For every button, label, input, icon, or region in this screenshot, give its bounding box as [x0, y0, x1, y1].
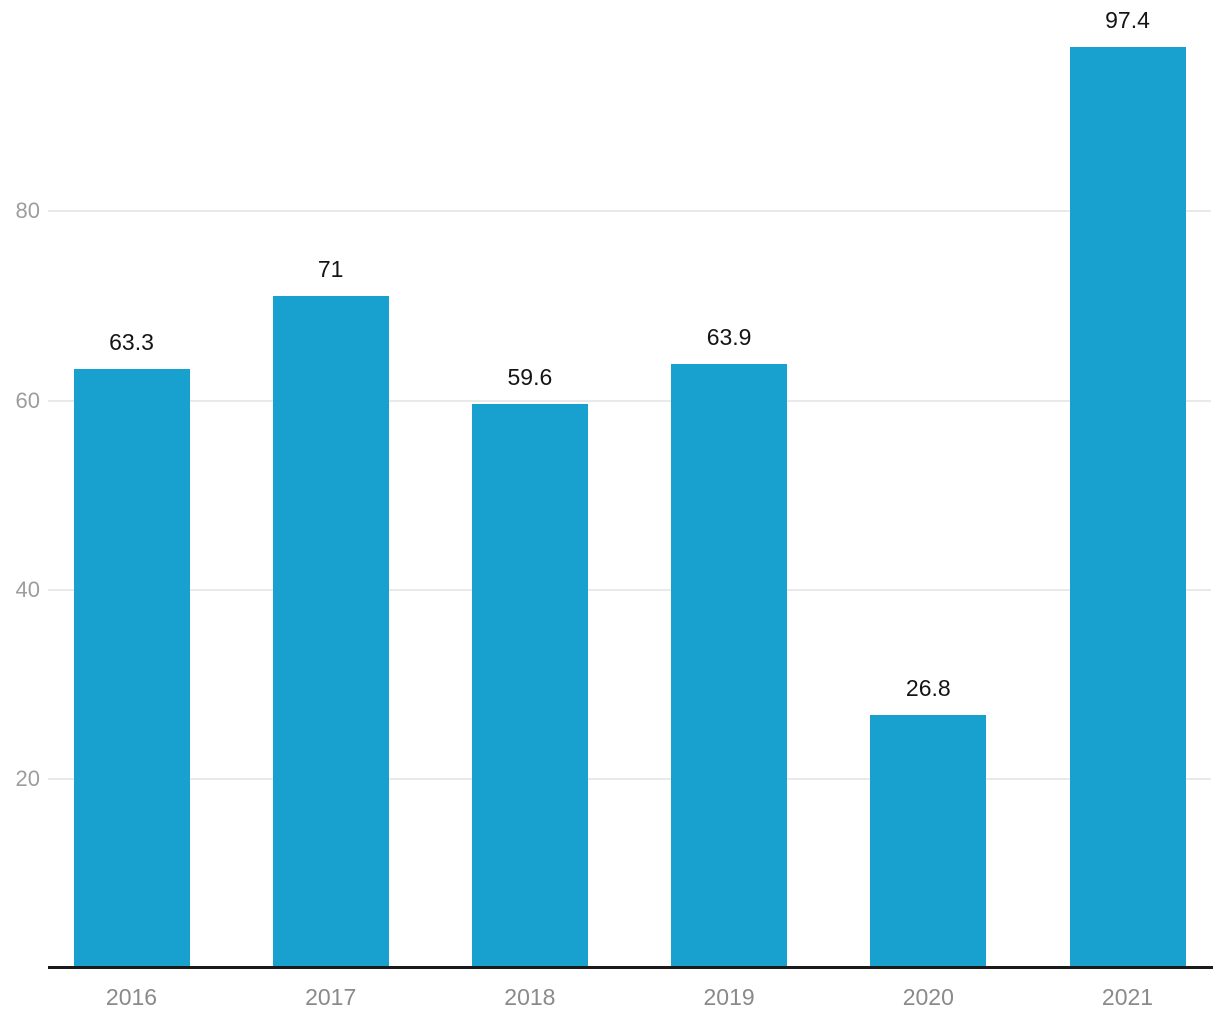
y-axis-tick-label: 20 [15, 766, 40, 792]
bar-value-label: 71 [317, 256, 344, 283]
bar-value-label: 59.6 [507, 364, 553, 391]
bar [272, 296, 389, 969]
x-axis-line [48, 966, 1213, 969]
y-axis-tick-label: 60 [15, 387, 40, 413]
bar-value-label: 26.8 [905, 674, 951, 701]
x-axis-tick-label: 2021 [1101, 984, 1154, 1010]
bar [1069, 46, 1186, 969]
y-axis-tick-label: 80 [15, 198, 40, 224]
x-axis-tick-label: 2016 [105, 984, 158, 1010]
bar [671, 363, 788, 969]
gridline [48, 399, 1211, 402]
gridline [48, 588, 1211, 591]
x-axis-tick-label: 2020 [902, 984, 954, 1010]
x-axis-tick-label: 2018 [504, 984, 556, 1010]
gridline [48, 210, 1211, 213]
bar-value-label: 63.3 [109, 329, 154, 356]
x-axis-tick-label: 2019 [703, 984, 755, 1010]
bar [870, 714, 987, 969]
bar [73, 369, 190, 969]
x-axis-tick-label: 2017 [305, 984, 357, 1010]
gridline [48, 778, 1211, 781]
bar-value-label: 97.4 [1105, 6, 1150, 33]
bar [471, 404, 588, 969]
y-axis-tick-label: 40 [15, 576, 40, 602]
bar-value-label: 63.9 [706, 323, 752, 350]
